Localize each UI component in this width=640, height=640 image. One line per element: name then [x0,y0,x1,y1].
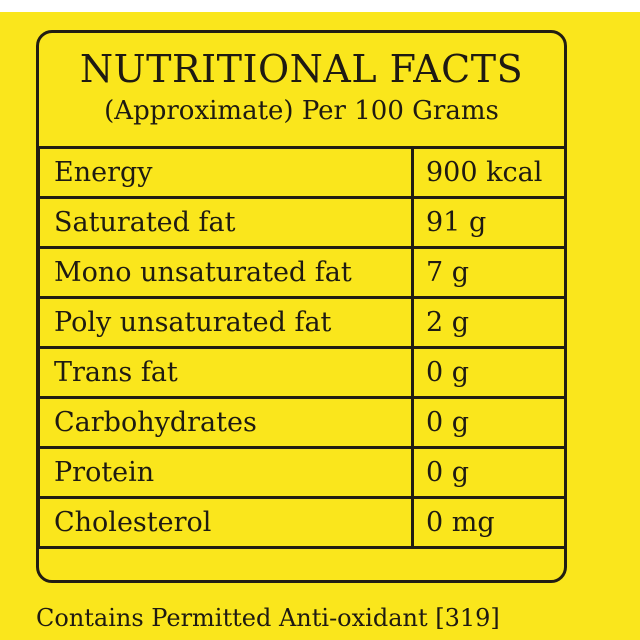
nutrient-name: Protein [39,446,414,499]
nutrient-value: 0 g [411,396,564,449]
nutrient-name: Trans fat [39,346,414,399]
table-row: Cholesterol 0 mg [39,496,564,549]
antioxidant-note: Contains Permitted Anti-oxidant [319] [36,604,500,632]
table-row: Trans fat 0 g [39,346,564,399]
nutrient-name: Mono unsaturated fat [39,246,414,299]
nutrient-name: Poly unsaturated fat [39,296,414,349]
label-subtitle: (Approximate) Per 100 Grams [104,96,499,126]
label-background: NUTRITIONAL FACTS (Approximate) Per 100 … [0,12,640,640]
table-row: Protein 0 g [39,446,564,499]
nutrient-value: 0 g [411,446,564,499]
nutrient-value: 91 g [411,196,564,249]
nutrient-value: 0 g [411,346,564,399]
nutrient-value: 2 g [411,296,564,349]
nutrient-value: 7 g [411,246,564,299]
label-title: NUTRITIONAL FACTS [79,47,524,91]
table-row: Energy 900 kcal [39,146,564,199]
nutrient-name: Energy [39,146,414,199]
table-row: Carbohydrates 0 g [39,396,564,449]
nutrient-value: 900 kcal [411,146,564,199]
nutrient-name: Cholesterol [39,496,414,549]
nutrition-facts-box: NUTRITIONAL FACTS (Approximate) Per 100 … [36,30,567,583]
table-row: Poly unsaturated fat 2 g [39,296,564,349]
nutrient-value: 0 mg [411,496,564,549]
nutrition-table: Energy 900 kcal Saturated fat 91 g Mono … [39,146,564,549]
table-row: Mono unsaturated fat 7 g [39,246,564,299]
nutrient-name: Saturated fat [39,196,414,249]
nutrient-name: Carbohydrates [39,396,414,449]
table-row: Saturated fat 91 g [39,196,564,249]
